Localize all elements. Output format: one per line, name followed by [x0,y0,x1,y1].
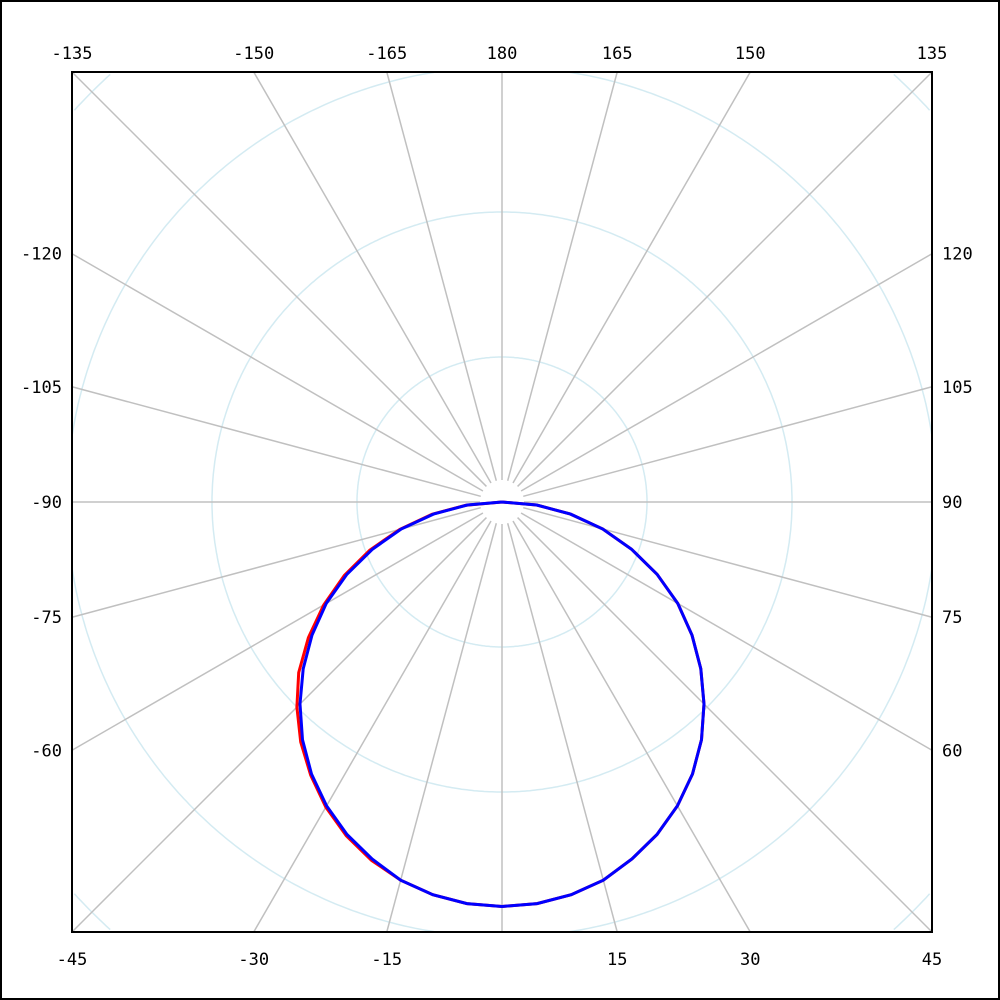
radial-line [71,506,481,618]
radial-line [520,253,933,492]
radial-line [517,71,933,487]
angle-label: -165 [366,44,407,64]
angle-label: -30 [238,950,269,970]
angle-label: -60 [31,741,62,761]
angle-label: 60 [942,741,962,761]
angle-label: 30 [740,950,760,970]
radial-line [523,386,933,498]
angle-label: 105 [942,378,973,398]
radial-line [71,386,481,498]
radial-line [523,506,933,618]
plot-frame [71,71,933,933]
radial-line [506,71,618,481]
angle-label: 165 [602,44,633,64]
radial-line [517,517,933,933]
angle-label: -135 [52,44,93,64]
radial-line [386,523,498,933]
angle-label: 135 [917,44,948,64]
series-2-curve [298,500,706,909]
radial-line [512,520,751,933]
angle-label: 120 [942,245,973,265]
angle-label: 45 [922,950,942,970]
radial-line [71,512,484,751]
angle-label: 75 [942,608,962,628]
radial-line [71,517,487,933]
angle-label: -90 [31,493,62,513]
angle-label: -45 [57,950,88,970]
angle-label: 90 [942,493,962,513]
curves [295,500,706,909]
radial-line [506,523,618,933]
angle-label: 15 [607,950,627,970]
radial-line [520,512,933,751]
angle-label: -150 [233,44,274,64]
radial-line [71,71,487,487]
radial-line [386,71,498,481]
radial-line [512,71,751,484]
angle-label: -105 [21,378,62,398]
angle-label: 180 [487,44,518,64]
radial-line [71,253,484,492]
angle-label: -75 [31,608,62,628]
radial-line [253,71,492,484]
angle-labels: -135 -150 -165 180 165 150 135 -45 -30 -15 15 30 45 -… [21,44,973,970]
angle-label: 150 [735,44,766,64]
radial-line [253,520,492,933]
angle-label: -120 [21,245,62,265]
angle-label: -15 [371,950,402,970]
grid [71,71,933,933]
